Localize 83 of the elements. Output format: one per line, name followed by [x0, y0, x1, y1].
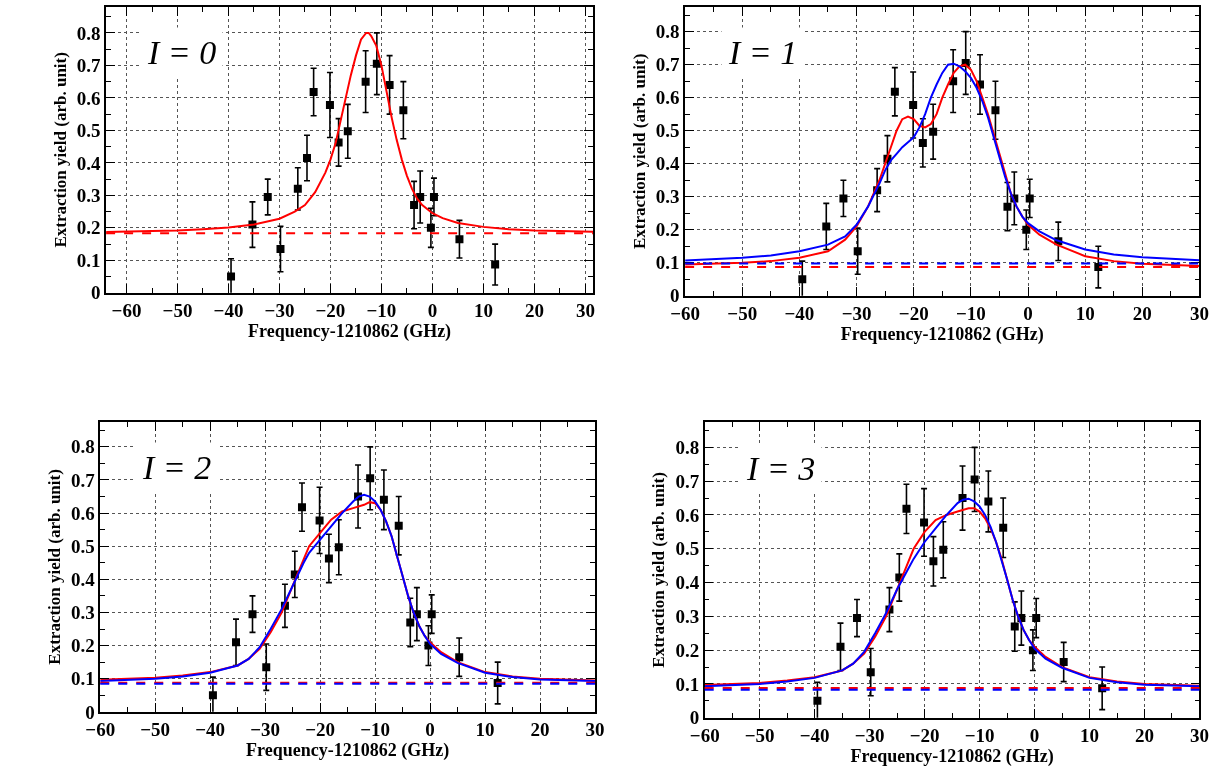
- x-tick-label: −50: [140, 719, 171, 741]
- x-tick-label: −30: [841, 303, 872, 325]
- y-tick-label: 0.3: [76, 185, 101, 206]
- x-tick-label: −50: [744, 725, 775, 747]
- annotation: I = 0: [147, 34, 217, 71]
- y-tick-label: 0.6: [70, 502, 95, 524]
- y-axis-title: Extraction yield (arb. unit): [50, 52, 70, 248]
- y-axis-title: Extraction yield (arb. unit): [649, 472, 669, 668]
- x-tick-label: 20: [524, 300, 544, 322]
- annotation: I = 1: [728, 34, 798, 71]
- x-tick-label: −10: [366, 300, 397, 322]
- x-tick-label: −20: [909, 725, 940, 747]
- y-tick-label: 0.6: [655, 87, 680, 109]
- annotation: I = 2: [142, 449, 212, 486]
- x-tick-label: 0: [1029, 725, 1040, 747]
- y-tick-label: 0.5: [70, 535, 95, 557]
- x-tick-label: 10: [1075, 303, 1095, 325]
- y-tick-label: 0.5: [655, 120, 680, 142]
- x-tick-label: 30: [575, 300, 595, 322]
- y-tick-label: 0.8: [70, 436, 95, 458]
- y-tick-label: 0: [91, 282, 101, 304]
- x-tick-label: 0: [425, 719, 435, 741]
- x-tick-label: −60: [111, 300, 142, 322]
- x-axis-title: Frequency-1210862 (GHz): [248, 321, 452, 343]
- x-tick-label: 10: [475, 719, 495, 741]
- x-tick-label: −30: [250, 719, 281, 741]
- y-tick-label: 0.3: [675, 606, 700, 628]
- y-tick-label: 0.8: [675, 436, 700, 458]
- x-tick-label: −10: [360, 719, 391, 741]
- y-tick-label: 0.2: [655, 219, 680, 241]
- annotation: I = 3: [746, 450, 816, 487]
- x-tick-label: −40: [195, 719, 226, 741]
- x-tick-label: 20: [530, 719, 550, 741]
- x-tick-label: −10: [964, 725, 995, 747]
- x-tick-label: 10: [1080, 725, 1100, 747]
- y-tick-label: 0.7: [655, 54, 681, 76]
- y-tick-label: 0.5: [675, 538, 700, 560]
- x-tick-label: 30: [585, 719, 605, 741]
- y-tick-label: 0.2: [70, 635, 95, 657]
- x-tick-label: 0: [427, 300, 438, 322]
- x-tick-label: −40: [799, 725, 830, 747]
- y-tick-label: 0.4: [70, 569, 96, 590]
- y-tick-label: 0.1: [70, 668, 95, 690]
- x-tick-label: −20: [898, 303, 929, 325]
- x-tick-label: 0: [1023, 303, 1033, 325]
- x-tick-label: 20: [1134, 725, 1154, 747]
- x-tick-label: −40: [784, 303, 815, 325]
- y-tick-label: 0.3: [655, 186, 680, 208]
- x-tick-label: 10: [473, 300, 493, 322]
- x-axis-title: Frequency-1210862 (GHz): [850, 746, 1054, 768]
- x-tick-label: 30: [1189, 725, 1209, 747]
- y-tick-label: 0.4: [655, 153, 681, 175]
- y-tick-label: 0.7: [675, 470, 700, 492]
- x-tick-label: −30: [854, 725, 885, 747]
- y-tick-label: 0.5: [76, 120, 101, 142]
- y-tick-label: 0.3: [70, 602, 95, 624]
- y-tick-label: 0.7: [70, 469, 96, 491]
- x-tick-label: −40: [213, 300, 244, 322]
- y-tick-label: 0.6: [675, 504, 700, 526]
- y-tick-label: 0.8: [655, 21, 680, 43]
- x-tick-label: −30: [264, 300, 295, 322]
- y-axis-title: Extraction yield (arb. unit): [44, 469, 64, 665]
- y-axis-title: Extraction yield (arb. unit): [629, 53, 649, 250]
- y-tick-label: 0.1: [675, 673, 700, 695]
- x-tick-label: −20: [315, 300, 346, 322]
- x-tick-label: −50: [162, 300, 193, 322]
- x-tick-label: −50: [727, 303, 758, 325]
- y-tick-label: 0.7: [76, 55, 102, 77]
- x-axis-title: Frequency-1210862 (GHz): [246, 740, 450, 762]
- x-tick-label: −60: [689, 725, 720, 747]
- y-tick-label: 0.6: [76, 87, 101, 109]
- y-tick-label: 0.4: [675, 572, 700, 594]
- y-tick-label: 0.2: [76, 217, 101, 239]
- x-axis-title: Frequency-1210862 (GHz): [840, 324, 1044, 346]
- y-tick-label: 0.4: [76, 152, 102, 174]
- y-tick-label: 0.2: [675, 639, 700, 661]
- y-tick-label: 0.1: [655, 252, 680, 274]
- x-tick-label: −10: [955, 303, 986, 325]
- x-tick-label: 30: [1189, 303, 1209, 325]
- y-tick-label: 0.8: [76, 22, 101, 44]
- x-tick-label: −20: [305, 719, 336, 741]
- x-tick-label: 20: [1132, 303, 1152, 325]
- y-tick-label: 0.1: [76, 249, 101, 271]
